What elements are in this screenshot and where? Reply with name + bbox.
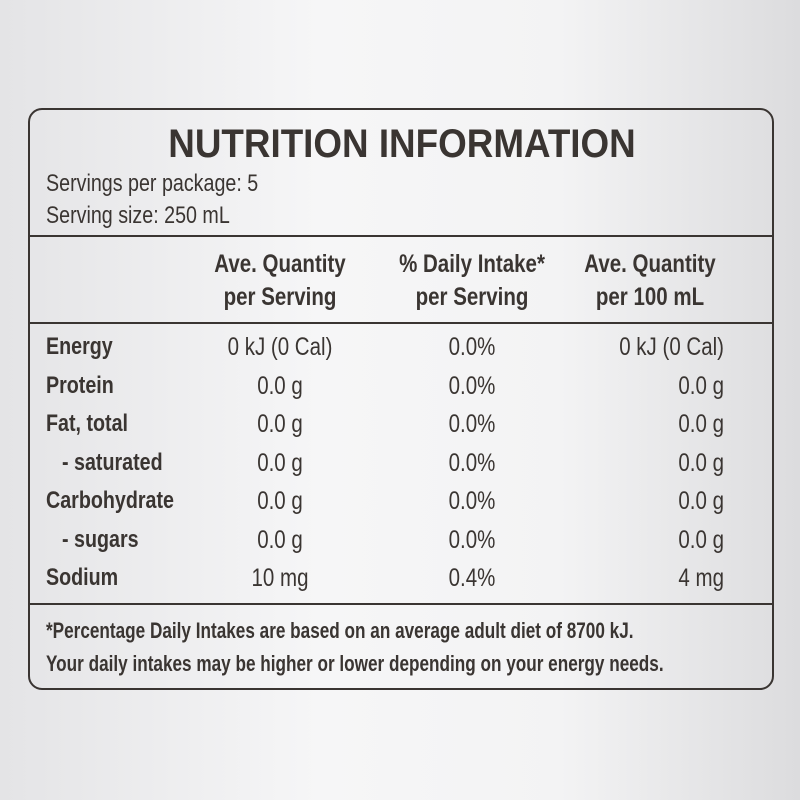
serving-size: Serving size: 250 mL [46, 202, 230, 229]
column-header: per Serving [415, 283, 529, 311]
column-header: % Daily Intake* [399, 250, 545, 278]
column-header: Ave. Quantity [214, 250, 346, 278]
row-label: Protein [46, 371, 114, 399]
nutrition-panel: NUTRITION INFORMATION Servings per packa… [28, 108, 774, 690]
cell-value: 0.0% [448, 448, 496, 477]
cell-value: 0.0 g [257, 448, 303, 477]
cell-value: 0.0 g [257, 371, 303, 400]
row-label: Carbohydrate [46, 487, 174, 514]
column-header: per 100 mL [595, 283, 705, 311]
footnote: *Percentage Daily Intakes are based on a… [46, 618, 634, 643]
cell-value: 0.0 g [257, 525, 303, 554]
cell-value: 0 kJ (0 Cal) [619, 333, 724, 361]
cell-value: 0.0 g [678, 487, 724, 515]
cell-value: 4 mg [678, 564, 724, 592]
divider [30, 235, 772, 237]
cell-value: 0.0 g [257, 487, 303, 515]
cell-value: 0.0% [448, 487, 496, 515]
cell-value: 0.0 g [678, 410, 724, 438]
title: NUTRITION INFORMATION [168, 122, 636, 166]
servings-per-package: Servings per package: 5 [46, 170, 259, 197]
row-label: - saturated [62, 448, 163, 476]
cell-value: 0.0% [448, 333, 496, 361]
cell-value: 0.0% [448, 371, 496, 400]
cell-value: 0.0 g [678, 448, 724, 477]
row-label: Energy [46, 333, 113, 360]
row-label: - sugars [62, 525, 139, 553]
cell-value: 0.0% [448, 410, 496, 438]
column-header: Ave. Quantity [584, 250, 716, 278]
footnote: Your daily intakes may be higher or lowe… [46, 651, 664, 676]
column-header: per Serving [223, 283, 337, 311]
cell-value: 0.0 g [678, 371, 724, 400]
cell-value: 0.0% [448, 525, 496, 554]
divider [30, 322, 772, 324]
cell-value: 0.4% [448, 564, 496, 592]
row-label: Fat, total [46, 410, 128, 437]
row-label: Sodium [46, 564, 119, 591]
cell-value: 0.0 g [678, 525, 724, 554]
cell-value: 0 kJ (0 Cal) [227, 333, 333, 361]
cell-value: 0.0 g [257, 410, 303, 438]
divider [30, 603, 772, 605]
cell-value: 10 mg [251, 564, 309, 592]
